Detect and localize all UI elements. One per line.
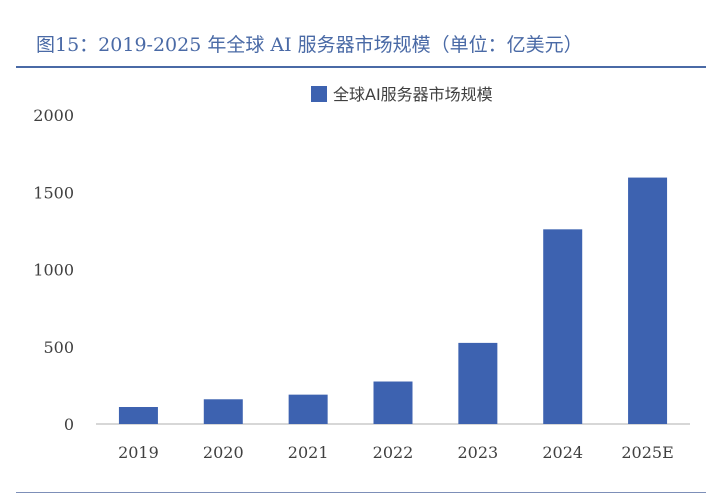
- x-tick-label: 2021: [288, 443, 329, 462]
- y-axis-ticks: 0 500 1000 1500 2000: [33, 106, 74, 434]
- legend: 全球AI服务器市场规模: [311, 85, 493, 104]
- bar: [288, 394, 328, 424]
- bar: [118, 407, 158, 424]
- bar: [543, 229, 583, 424]
- x-tick-label: 2023: [457, 443, 498, 462]
- legend-label: 全球AI服务器市场规模: [333, 85, 493, 104]
- bar: [203, 399, 243, 424]
- x-tick-label: 2024: [542, 443, 583, 462]
- y-tick-label: 0: [64, 415, 74, 434]
- x-tick-label: 2019: [118, 443, 159, 462]
- y-tick-label: 500: [43, 338, 74, 357]
- bar-series: [118, 177, 668, 424]
- y-tick-label: 1000: [33, 261, 74, 280]
- x-tick-label: 2020: [203, 443, 244, 462]
- bottom-divider: [16, 492, 706, 493]
- legend-swatch: [311, 86, 327, 102]
- figure-title: 图15：2019-2025 年全球 AI 服务器市场规模（单位：亿美元）: [36, 34, 583, 56]
- bar: [458, 342, 498, 424]
- x-tick-label: 2022: [373, 443, 414, 462]
- bar: [628, 177, 668, 424]
- title-divider: [16, 66, 706, 68]
- y-tick-label: 2000: [33, 106, 74, 125]
- y-tick-label: 1500: [33, 183, 74, 202]
- bar: [373, 381, 413, 424]
- x-tick-label: 2025E: [621, 443, 673, 462]
- x-axis-ticks: 2019 2020 2021 2022 2023 2024 2025E: [118, 443, 674, 462]
